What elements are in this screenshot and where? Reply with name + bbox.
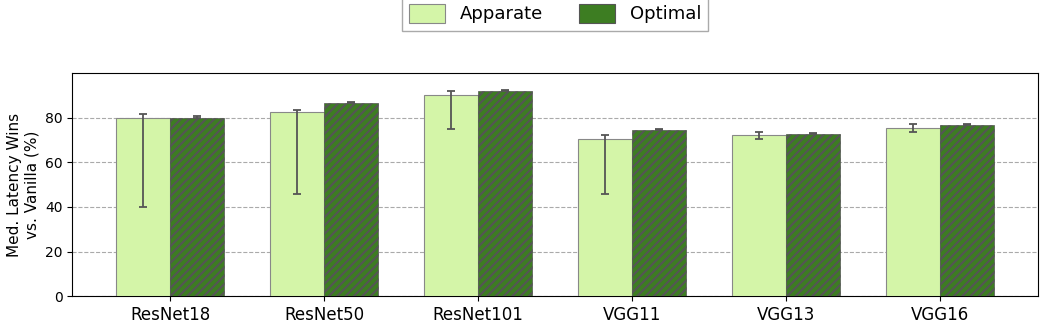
Bar bbox=[479, 91, 532, 296]
Bar bbox=[578, 139, 632, 296]
Bar bbox=[170, 118, 224, 296]
Bar bbox=[940, 125, 994, 296]
Legend: Apparate, Optimal: Apparate, Optimal bbox=[402, 0, 709, 31]
Bar bbox=[424, 95, 479, 296]
Bar bbox=[271, 112, 324, 296]
Bar bbox=[116, 118, 170, 296]
Bar bbox=[786, 134, 840, 296]
Bar bbox=[886, 127, 940, 296]
Bar bbox=[324, 103, 378, 296]
Bar bbox=[632, 130, 687, 296]
Bar bbox=[733, 135, 786, 296]
Y-axis label: Med. Latency Wins
vs. Vanilla (%): Med. Latency Wins vs. Vanilla (%) bbox=[7, 113, 40, 257]
